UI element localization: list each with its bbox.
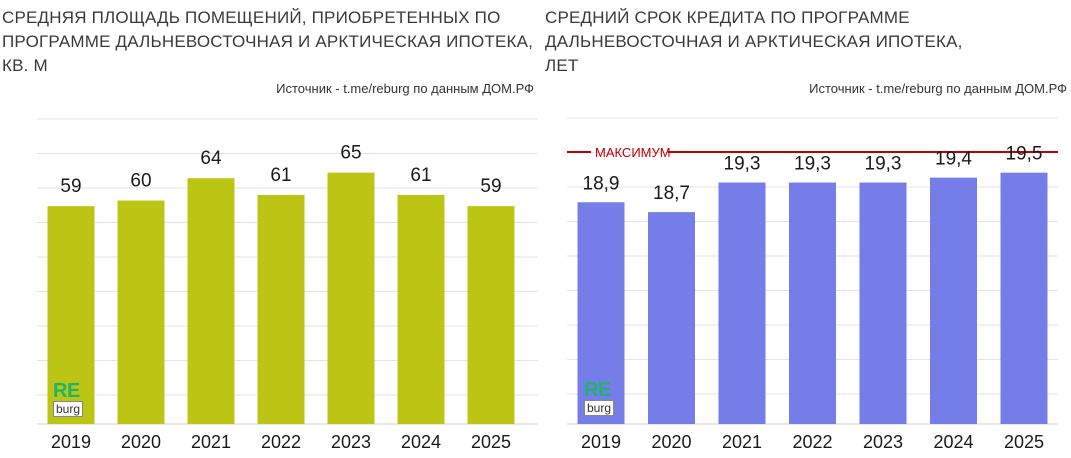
data-label: 19,5 — [1006, 144, 1043, 165]
data-label: 61 — [410, 165, 431, 186]
data-label: 19,3 — [794, 154, 831, 175]
data-label: 59 — [60, 176, 81, 197]
data-label: 19,4 — [935, 149, 972, 170]
data-label: 64 — [200, 148, 222, 169]
reburg-logo: RE burg — [53, 380, 87, 418]
bar — [718, 182, 766, 424]
bar — [117, 200, 165, 424]
x-tick-label: 2021 — [191, 432, 231, 452]
bar — [397, 194, 445, 424]
x-tick-label: 2020 — [121, 432, 161, 452]
x-tick-label: 2025 — [1004, 432, 1044, 452]
bar — [467, 206, 515, 424]
chart-source-term: Источник - t.me/reburg по данным ДОМ.РФ — [809, 81, 1067, 96]
data-label: 60 — [130, 171, 151, 192]
x-tick-label: 2019 — [51, 432, 91, 452]
x-tick-label: 2022 — [792, 432, 832, 452]
x-tick-label: 2020 — [651, 432, 691, 452]
x-tick-label: 2023 — [331, 432, 371, 452]
data-label: 59 — [480, 176, 501, 197]
x-tick-label: 2022 — [261, 432, 301, 452]
bar-chart-area: 59 2019 60 2020 64 2021 61 2022 65 2023 61 2024 59 20… — [37, 118, 538, 452]
data-label: 61 — [270, 165, 291, 186]
logo-re-text: RE — [53, 380, 80, 402]
bar — [648, 212, 695, 424]
logo-re-text: RE — [584, 379, 611, 401]
bar — [930, 177, 977, 424]
chart-panel-area: СРЕДНЯЯ ПЛОЩАДЬ ПОМЕЩЕНИЙ, ПРИОБРЕТЕННЫХ… — [2, 8, 538, 452]
logo-burg-text: burg — [584, 400, 615, 416]
x-tick-label: 2021 — [722, 432, 762, 452]
bar-chart-term: МАКСИМУМ 18,9 2019 18,7 2020 19,3 2021 19,3 2022… — [567, 117, 1058, 452]
max-line-label: МАКСИМУМ — [595, 145, 671, 160]
bar — [577, 202, 625, 424]
reburg-logo: RE burg — [584, 379, 618, 417]
bar — [859, 182, 907, 424]
data-label: 18,7 — [653, 183, 690, 204]
chart-panel-term: СРЕДНИЙ СРОК КРЕДИТА ПО ПРОГРАММЕ ДАЛЬНЕ… — [540, 0, 1071, 458]
x-tick-label: 2025 — [471, 432, 511, 452]
bar — [327, 172, 375, 424]
bar — [47, 206, 95, 424]
x-tick-label: 2024 — [401, 432, 441, 452]
logo-burg-text: burg — [53, 401, 84, 417]
chart-source-area: Источник - t.me/reburg по данным ДОМ.РФ — [276, 81, 534, 96]
bar — [789, 182, 836, 424]
data-label: 65 — [340, 143, 361, 164]
bar — [1000, 172, 1048, 424]
bar — [257, 194, 305, 424]
bar — [187, 178, 235, 424]
chart-title-term: СРЕДНИЙ СРОК КРЕДИТА ПО ПРОГРАММЕ ДАЛЬНЕ… — [545, 8, 963, 75]
x-tick-label: 2024 — [933, 432, 973, 452]
chart-title-area: СРЕДНЯЯ ПЛОЩАДЬ ПОМЕЩЕНИЙ, ПРИОБРЕТЕННЫХ… — [2, 8, 534, 75]
x-tick-label: 2019 — [581, 432, 621, 452]
data-label: 18,9 — [583, 173, 620, 194]
data-label: 19,3 — [724, 154, 761, 175]
data-label: 19,3 — [865, 154, 902, 175]
x-tick-label: 2023 — [863, 432, 903, 452]
